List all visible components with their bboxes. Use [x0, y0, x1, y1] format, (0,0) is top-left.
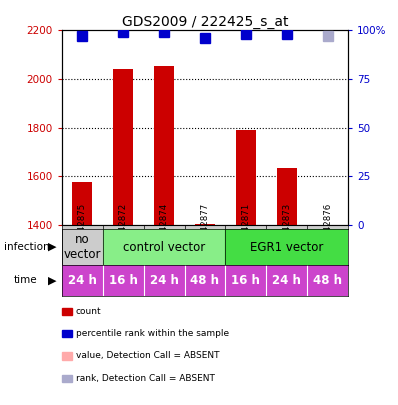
Text: 24 h: 24 h: [150, 274, 178, 287]
Title: GDS2009 / 222425_s_at: GDS2009 / 222425_s_at: [122, 15, 288, 29]
Text: 16 h: 16 h: [109, 274, 138, 287]
Text: GSM42873: GSM42873: [282, 203, 291, 250]
Text: infection: infection: [4, 242, 50, 252]
Text: value, Detection Call = ABSENT: value, Detection Call = ABSENT: [76, 352, 219, 360]
Text: GSM42876: GSM42876: [323, 203, 332, 250]
Bar: [277, 168, 297, 225]
Text: 24 h: 24 h: [68, 274, 97, 287]
Text: GSM42875: GSM42875: [78, 203, 87, 250]
Bar: [62, 229, 103, 265]
Text: 16 h: 16 h: [232, 274, 260, 287]
Text: EGR1 vector: EGR1 vector: [250, 241, 324, 254]
Text: control vector: control vector: [123, 241, 205, 254]
Text: time: time: [14, 275, 37, 286]
Bar: [236, 130, 256, 225]
Text: percentile rank within the sample: percentile rank within the sample: [76, 329, 229, 338]
Text: rank, Detection Call = ABSENT: rank, Detection Call = ABSENT: [76, 374, 215, 383]
Bar: [195, 224, 215, 225]
Bar: [154, 66, 174, 225]
Bar: [103, 229, 225, 265]
Text: GSM42872: GSM42872: [119, 203, 128, 250]
Text: ▶: ▶: [47, 275, 56, 286]
Text: ▶: ▶: [47, 242, 56, 252]
Text: 48 h: 48 h: [191, 274, 219, 287]
Text: 48 h: 48 h: [313, 274, 342, 287]
Bar: [225, 229, 348, 265]
Text: 24 h: 24 h: [272, 274, 301, 287]
Text: GSM42877: GSM42877: [201, 203, 209, 250]
Bar: [72, 182, 92, 225]
Text: no
vector: no vector: [63, 233, 101, 261]
Bar: [113, 69, 133, 225]
Text: GSM42871: GSM42871: [242, 203, 250, 250]
Text: GSM42874: GSM42874: [160, 203, 168, 250]
Text: count: count: [76, 307, 101, 316]
